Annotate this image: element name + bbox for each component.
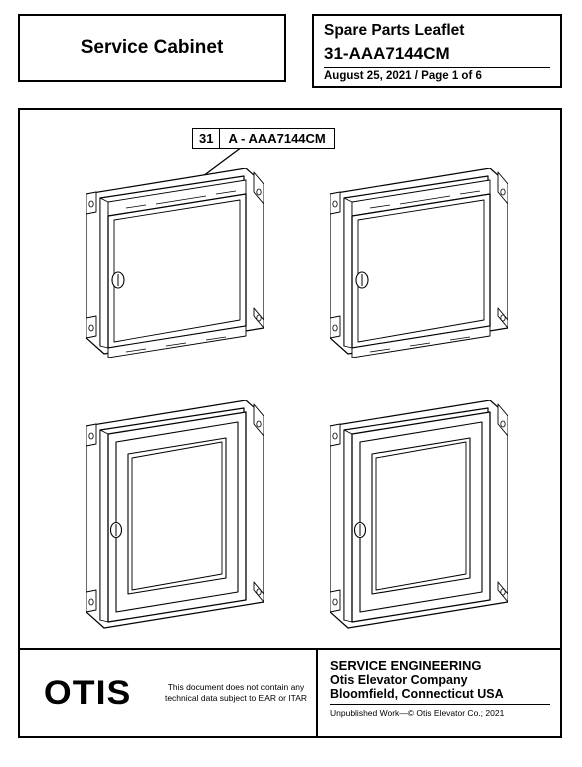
document-title: Service Cabinet bbox=[81, 37, 224, 59]
callout-index: 31 bbox=[193, 129, 220, 148]
part-number: 31-AAA7144CM bbox=[324, 44, 550, 68]
cabinet-top-left bbox=[86, 168, 264, 358]
leaflet-label: Spare Parts Leaflet bbox=[324, 22, 550, 40]
diagram-area: 31 A - AAA7144CM bbox=[20, 110, 560, 650]
company-location: Bloomfield, Connecticut USA bbox=[330, 687, 550, 705]
date-page: August 25, 2021 / Page 1 of 6 bbox=[324, 70, 550, 82]
main-diagram-frame: 31 A - AAA7144CM bbox=[18, 108, 562, 738]
company-cell: SERVICE ENGINEERING Otis Elevator Compan… bbox=[318, 650, 560, 736]
disclaimer-cell: This document does not contain any techn… bbox=[156, 650, 318, 736]
logo-cell: OTIS bbox=[20, 650, 156, 736]
otis-logo: OTIS bbox=[44, 674, 132, 713]
cabinet-top-right bbox=[330, 168, 508, 358]
header: Service Cabinet Spare Parts Leaflet 31-A… bbox=[18, 14, 564, 88]
title-box: Service Cabinet bbox=[18, 14, 286, 82]
cabinet-bottom-right bbox=[330, 400, 508, 632]
cabinet-bottom-left bbox=[86, 400, 264, 632]
company-name: Otis Elevator Company bbox=[330, 673, 550, 687]
service-engineering: SERVICE ENGINEERING bbox=[330, 658, 550, 673]
disclaimer-text: This document does not contain any techn… bbox=[162, 682, 310, 703]
copyright: Unpublished Work—© Otis Elevator Co.; 20… bbox=[330, 708, 550, 718]
callout-code: A - AAA7144CM bbox=[220, 129, 333, 148]
footer: OTIS This document does not contain any … bbox=[20, 648, 560, 736]
callout-box: 31 A - AAA7144CM bbox=[192, 128, 335, 149]
info-box: Spare Parts Leaflet 31-AAA7144CM August … bbox=[312, 14, 562, 88]
